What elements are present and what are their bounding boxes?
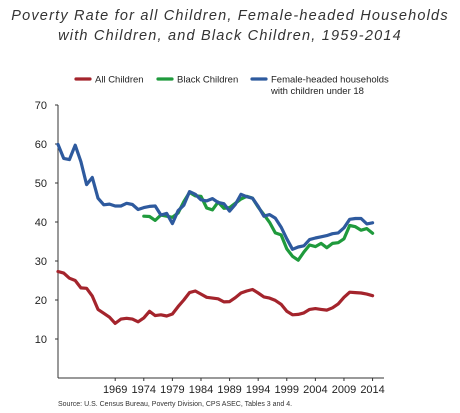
legend-item-all-children: All Children — [74, 75, 144, 86]
chart-ticks: 10 20 30 40 50 60 70 1969 1974 1979 1984 1989 1994 19… — [35, 100, 385, 396]
x-tick-label: 1994 — [246, 384, 270, 396]
x-tick-label: 2014 — [360, 384, 384, 396]
x-tick-label: 2004 — [303, 384, 327, 396]
legend-label: Black Children — [177, 75, 238, 86]
chart-legend: All Children Black Children Female-headed … — [74, 75, 389, 98]
x-tick-label: 1989 — [217, 384, 241, 396]
y-tick-label: 40 — [35, 217, 47, 229]
y-tick-label: 20 — [35, 295, 47, 307]
y-tick-label: 30 — [35, 256, 47, 268]
legend-label-line-1: Female-headed households — [271, 75, 389, 86]
chart-lines — [56, 142, 375, 325]
x-tick-label: 1969 — [103, 384, 127, 396]
x-tick-label: 1999 — [275, 384, 299, 396]
x-tick-label: 1974 — [132, 384, 156, 396]
legend-item-black-children: Black Children — [156, 75, 238, 86]
chart-title-line-2: with Children, and Black Children, 1959-… — [58, 28, 402, 44]
legend-label-line-2: with children under 18 — [270, 86, 364, 97]
chart-title-line-1: Poverty Rate for all Children, Female-he… — [11, 8, 449, 24]
chart-title: Poverty Rate for all Children, Female-he… — [0, 6, 460, 46]
y-tick-label: 70 — [35, 100, 47, 112]
series-line-female-headed-households — [56, 142, 375, 251]
legend-item-female-headed-households: Female-headed households with children un… — [250, 75, 389, 98]
chart-source-note: Source: U.S. Census Bureau, Poverty Divi… — [58, 401, 293, 408]
chart-axes — [57, 105, 384, 379]
series-line-black-children — [142, 190, 375, 262]
legend-label: All Children — [95, 75, 144, 86]
x-tick-label: 1979 — [160, 384, 184, 396]
y-tick-label: 60 — [35, 139, 47, 151]
y-tick-label: 50 — [35, 178, 47, 190]
x-tick-label: 1984 — [189, 384, 213, 396]
x-tick-label: 2009 — [332, 384, 356, 396]
y-tick-label: 10 — [35, 334, 47, 346]
legend-label: Female-headed households with children un… — [270, 75, 389, 98]
series-line-all-children — [56, 269, 375, 325]
